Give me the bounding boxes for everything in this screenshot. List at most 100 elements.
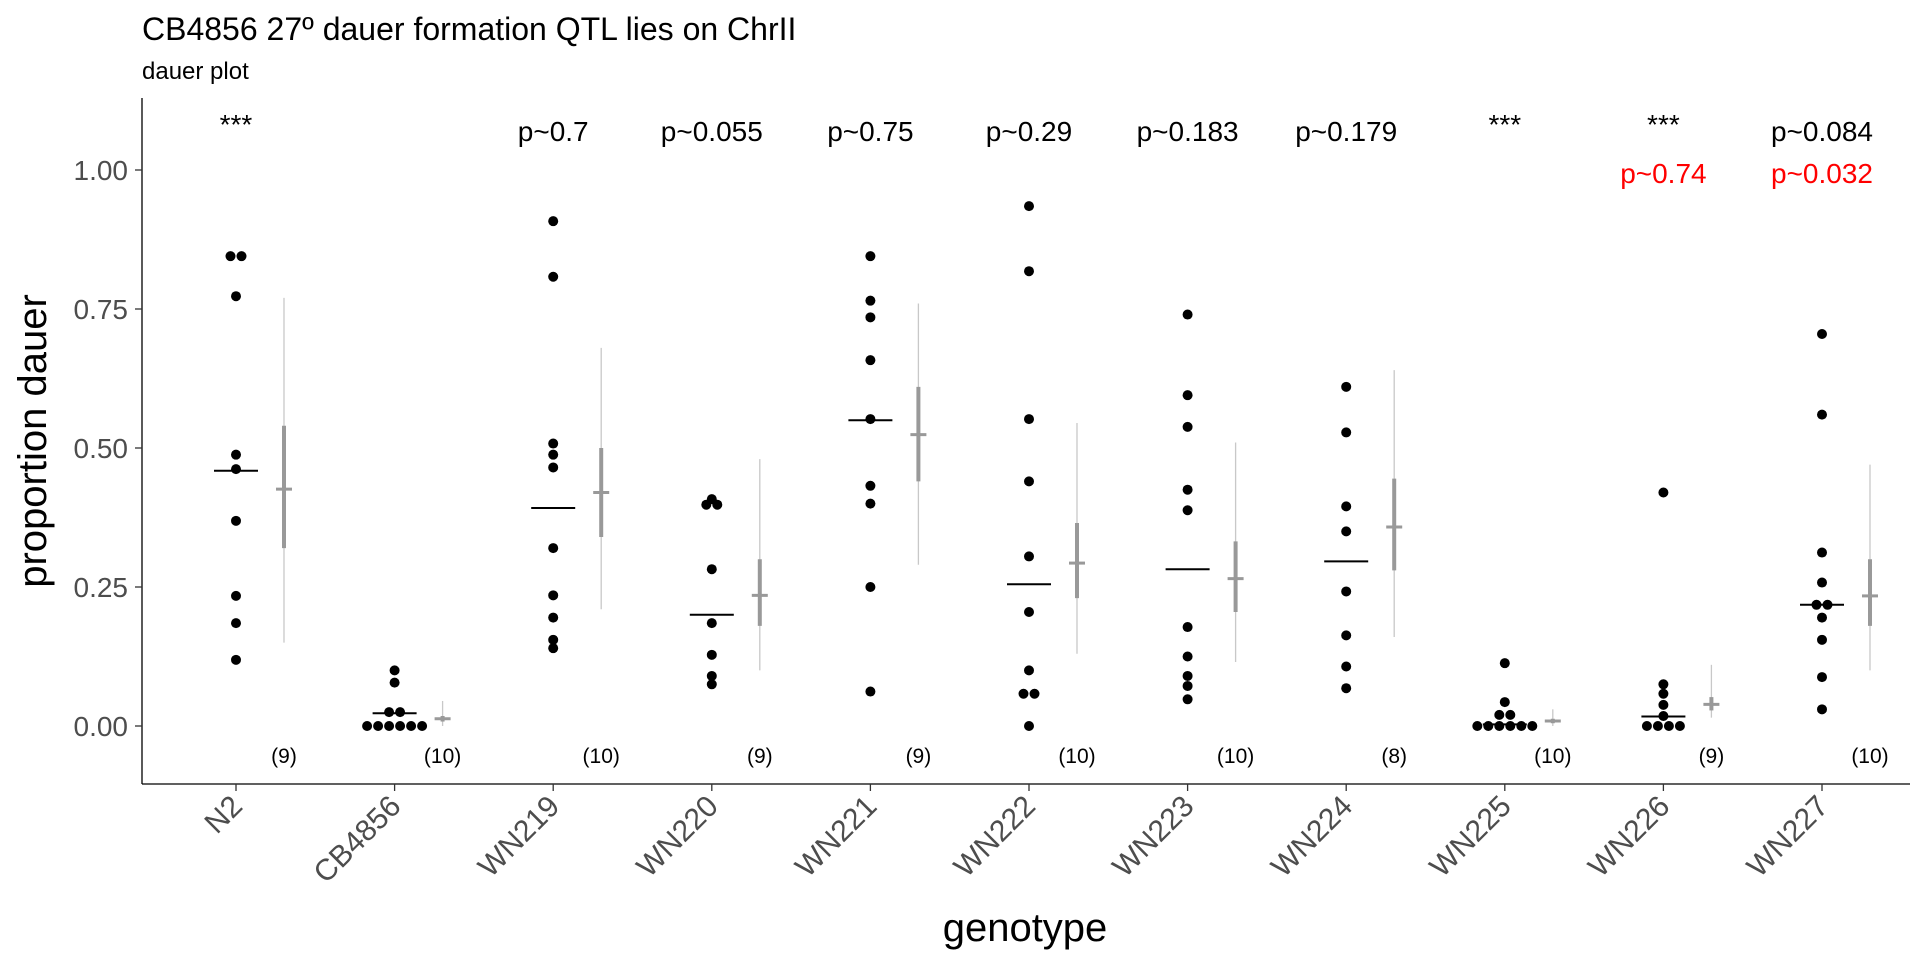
- data-point: [1182, 622, 1193, 633]
- y-axis-ticks: 0.00 0.25 0.50 0.75 1.00: [74, 155, 142, 742]
- significance-label: p~0.183: [1137, 116, 1239, 147]
- significance-label: ***: [1488, 109, 1521, 140]
- data-point: [1505, 721, 1516, 731]
- data-point: [1516, 721, 1527, 731]
- data-point: [1182, 680, 1193, 691]
- data-point: [865, 312, 876, 323]
- data-point: [231, 590, 241, 601]
- y-tick-label: 1.00: [74, 155, 129, 186]
- chart-subtitle: dauer plot: [142, 58, 249, 85]
- data-point: [406, 721, 417, 731]
- data-point: [1182, 651, 1193, 662]
- x-tick-label: WN221: [789, 790, 883, 884]
- data-point: [1483, 721, 1494, 731]
- data-point: [865, 251, 876, 262]
- data-point: [548, 543, 559, 554]
- data-point: [1341, 381, 1352, 392]
- data-point: [231, 291, 241, 302]
- x-tick-label: WN222: [948, 790, 1042, 884]
- y-axis-title: proportion dauer: [11, 294, 55, 588]
- data-point: [1641, 721, 1652, 731]
- data-point: [1341, 501, 1352, 512]
- data-point: [395, 721, 406, 731]
- y-tick-label: 0.25: [74, 572, 129, 603]
- significance-label: p~0.75: [827, 116, 913, 147]
- data-point: [1182, 484, 1193, 495]
- significance-label: p~0.179: [1295, 116, 1397, 147]
- genotype-group-cb4856: (10): [362, 665, 461, 768]
- data-point: [384, 721, 395, 731]
- data-point: [373, 721, 384, 731]
- data-point: [548, 634, 559, 645]
- sample-size-label: (10): [583, 745, 620, 768]
- data-point: [865, 686, 876, 697]
- data-point: [865, 295, 876, 306]
- sample-size-label: (9): [1699, 745, 1725, 768]
- x-axis-ticks: N2 CB4856 WN219 WN220 WN221 WN222 WN223 WN224 WN…: [198, 784, 1835, 890]
- data-point: [1341, 586, 1352, 597]
- sample-size-label: (10): [424, 745, 461, 768]
- significance-label: p~0.032: [1771, 158, 1873, 189]
- data-point: [1341, 427, 1352, 438]
- genotype-group-n2: (9) ***: [214, 109, 297, 768]
- genotype-group-wn221: (9) p~0.75: [827, 116, 931, 768]
- data-point: [231, 515, 241, 526]
- data-point: [1817, 634, 1827, 645]
- data-point: [1024, 476, 1034, 487]
- data-point: [1527, 721, 1538, 731]
- genotype-group-wn219: (10) p~0.7: [518, 116, 620, 768]
- data-point: [706, 670, 717, 681]
- data-point: [1817, 612, 1827, 623]
- data-point: [1024, 665, 1034, 676]
- data-point: [1817, 547, 1827, 558]
- data-point: [1817, 329, 1827, 340]
- data-point: [706, 564, 717, 575]
- data-point: [1499, 697, 1510, 708]
- data-point: [865, 480, 876, 491]
- data-point: [865, 498, 876, 509]
- data-point: [1341, 683, 1352, 694]
- data-point: [384, 707, 395, 718]
- data-point: [1505, 709, 1516, 720]
- x-tick-label: WN223: [1106, 790, 1200, 884]
- x-tick-label: CB4856: [308, 790, 408, 890]
- data-point: [1499, 658, 1510, 669]
- data-point: [1817, 577, 1827, 588]
- data-point: [706, 649, 717, 660]
- plot-area: (9) *** (10) (10) p~0.7 (9) p~0.055 (9) p~0.75 (1…: [214, 109, 1889, 768]
- data-point: [706, 494, 717, 505]
- genotype-group-wn226: (9) *** p~0.74: [1620, 109, 1724, 768]
- data-point: [548, 462, 559, 473]
- data-point: [1024, 201, 1034, 212]
- data-point: [1658, 688, 1669, 699]
- data-point: [865, 414, 876, 425]
- data-point: [1341, 526, 1352, 537]
- data-point: [1018, 688, 1029, 699]
- data-point: [548, 590, 559, 601]
- data-point: [1674, 721, 1685, 731]
- data-point: [1024, 551, 1034, 562]
- data-point: [865, 355, 876, 366]
- data-point: [1024, 721, 1034, 731]
- data-point: [1182, 390, 1193, 401]
- sample-size-label: (10): [1058, 745, 1095, 768]
- significance-label: p~0.7: [518, 116, 589, 147]
- significance-label: p~0.055: [661, 116, 763, 147]
- data-point: [231, 449, 241, 460]
- y-tick-label: 0.00: [74, 711, 129, 742]
- data-point: [548, 438, 559, 449]
- data-point: [231, 618, 241, 629]
- sample-size-label: (9): [906, 745, 932, 768]
- data-point: [1182, 421, 1193, 432]
- data-point: [1341, 630, 1352, 641]
- data-point: [389, 665, 400, 676]
- genotype-group-wn222: (10) p~0.29: [986, 116, 1096, 768]
- data-point: [389, 677, 400, 688]
- data-point: [865, 582, 876, 592]
- significance-label: p~0.29: [986, 116, 1072, 147]
- genotype-group-wn224: (8) p~0.179: [1295, 116, 1407, 768]
- significance-label: ***: [1647, 109, 1680, 140]
- data-point: [548, 612, 559, 623]
- data-point: [1658, 699, 1669, 710]
